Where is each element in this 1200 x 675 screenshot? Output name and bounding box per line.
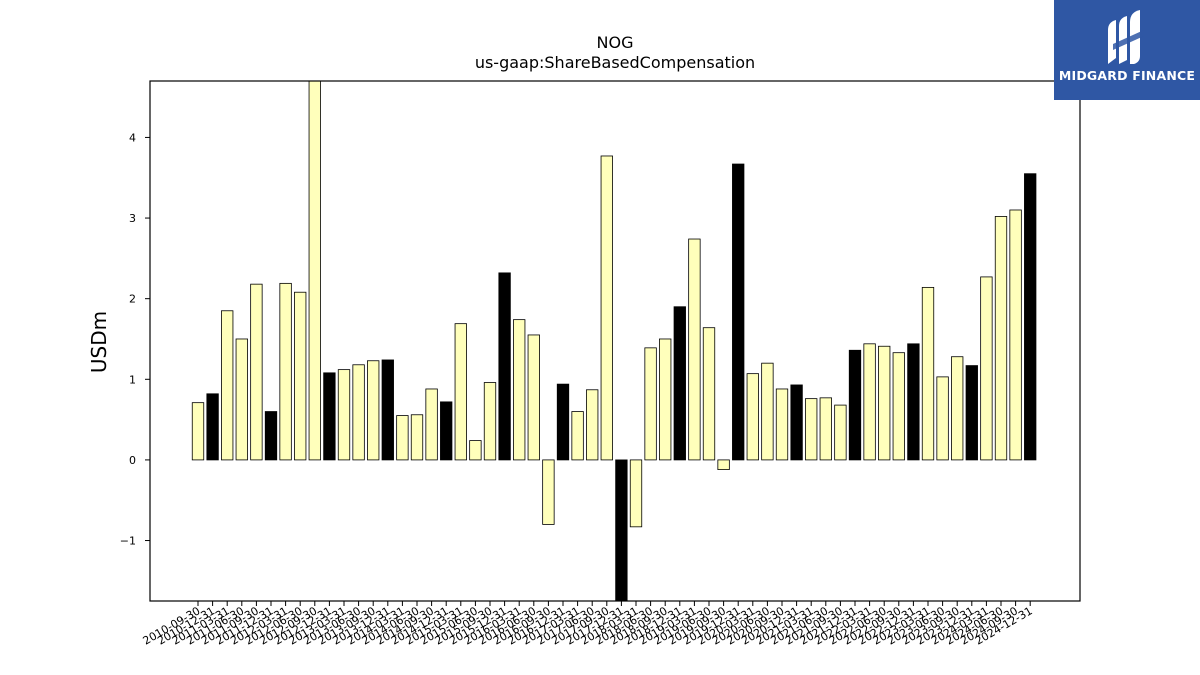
bar-2024-06-30 xyxy=(994,216,1008,461)
bar-2015-06-30 xyxy=(469,440,482,461)
bar-2023-09-30 xyxy=(951,356,964,461)
bar-2010-09-30 xyxy=(191,402,205,461)
bar-2010-12-31 xyxy=(206,393,219,461)
bar-2017-09-30 xyxy=(600,155,613,461)
bar-2020-03-31 xyxy=(746,373,759,461)
bar-2020-12-31 xyxy=(790,384,803,461)
midgard-logo-icon xyxy=(1108,10,1144,64)
bar-2019-06-30 xyxy=(702,327,716,461)
bar-2022-09-30 xyxy=(892,352,905,461)
bar-2017-06-30 xyxy=(586,389,599,461)
bar-2013-12-31 xyxy=(381,359,394,461)
y-tick-label: 2 xyxy=(129,293,136,306)
bar-2012-09-30 xyxy=(308,80,321,461)
bar-2018-06-30 xyxy=(644,347,657,461)
bar-2014-06-30 xyxy=(410,414,424,461)
bar-2012-06-30 xyxy=(294,291,307,461)
bar-2014-12-31 xyxy=(440,401,453,461)
chart-title: NOG xyxy=(597,33,634,52)
bar-2024-12-31 xyxy=(1024,173,1037,461)
bar-2019-12-31 xyxy=(732,163,745,461)
bar-2013-03-31 xyxy=(337,369,351,461)
bar-2018-12-31 xyxy=(673,306,686,461)
bar-2015-09-30 xyxy=(483,382,497,461)
bar-2013-09-30 xyxy=(367,360,380,461)
bar-2011-12-31 xyxy=(264,411,278,461)
bar-2017-12-31 xyxy=(615,459,628,602)
y-tick-label: 3 xyxy=(129,212,136,225)
bar-2019-03-31 xyxy=(688,238,701,461)
bar-2023-12-31 xyxy=(965,365,978,461)
bar-2021-06-30 xyxy=(819,397,832,461)
bar-2024-03-31 xyxy=(980,276,993,461)
bar-2020-09-30 xyxy=(775,388,789,461)
bar-2013-06-30 xyxy=(352,364,365,461)
y-tick-label: 4 xyxy=(129,131,136,144)
bar-2012-12-31 xyxy=(323,372,336,461)
y-tick-label: 1 xyxy=(129,373,136,386)
y-tick-label: 0 xyxy=(129,454,136,467)
bar-2014-09-30 xyxy=(425,388,438,461)
bar-2016-03-31 xyxy=(513,319,526,461)
bar-2016-12-31 xyxy=(556,383,570,461)
bar-2023-03-31 xyxy=(921,286,935,461)
bar-2019-09-30 xyxy=(717,459,730,470)
bar-2018-09-30 xyxy=(659,338,672,461)
bar-2011-06-30 xyxy=(235,338,248,461)
logo-text: MIDGARD FINANCE xyxy=(1058,68,1196,83)
bar-2023-06-30 xyxy=(936,376,949,461)
x-axis-ticks: 2010-09-302010-12-312011-03-312011-06-30… xyxy=(141,601,1035,648)
midgard-finance-logo: MIDGARD FINANCE xyxy=(1054,0,1200,100)
y-axis-ticks: −1 0 1 2 3 4 xyxy=(120,131,150,548)
bar-2021-09-30 xyxy=(834,404,847,461)
bar-2022-12-31 xyxy=(907,343,920,461)
chart-subtitle: us-gaap:ShareBasedCompensation xyxy=(475,53,755,72)
bar-2011-03-31 xyxy=(221,310,234,461)
y-tick-label: −1 xyxy=(120,535,136,548)
bar-2022-03-31 xyxy=(863,343,876,461)
bar-2020-06-30 xyxy=(761,362,774,461)
bar-2016-06-30 xyxy=(527,334,540,461)
y-axis-label: USDm xyxy=(87,311,111,373)
bar-2022-06-30 xyxy=(878,345,891,461)
bars-group xyxy=(191,80,1037,602)
bar-2021-12-31 xyxy=(848,349,862,461)
bar-2012-03-31 xyxy=(279,282,292,461)
bar-2024-09-30 xyxy=(1009,209,1022,461)
plot-frame xyxy=(149,80,1081,602)
bar-2011-09-30 xyxy=(250,283,263,461)
bar-2017-03-31 xyxy=(571,411,584,461)
bar-2018-03-31 xyxy=(629,459,643,528)
bar-2015-12-31 xyxy=(498,272,511,461)
bar-2021-03-31 xyxy=(805,398,818,461)
bar-2016-09-30 xyxy=(542,459,555,525)
bar-2014-03-31 xyxy=(396,415,409,461)
bar-2015-03-31 xyxy=(454,323,467,461)
